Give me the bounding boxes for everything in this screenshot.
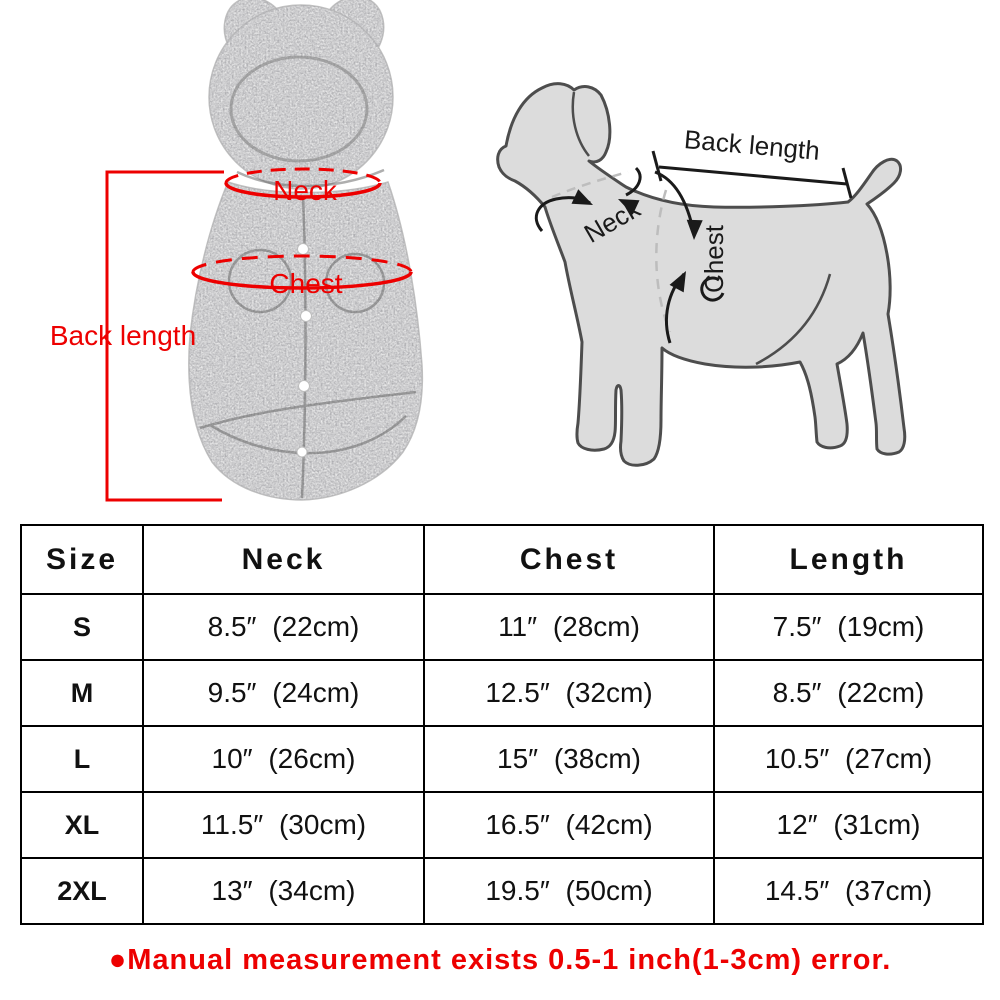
cell-neck: 11.5″ (30cm) bbox=[142, 791, 425, 859]
cell-neck: 8.5″ (22cm) bbox=[142, 593, 425, 661]
neck-ellipse-solid bbox=[224, 182, 382, 199]
neck-ellipse-dashed bbox=[224, 167, 382, 184]
cell-length: 7.5″ (19cm) bbox=[713, 593, 984, 661]
cell-neck: 10″ (26cm) bbox=[142, 725, 425, 793]
table-row-m: M 9.5″ (24cm) 12.5″ (32cm) 8.5″ (22cm) bbox=[20, 659, 984, 727]
size-table: Size Neck Chest Length S 8.5″ (22cm) 11″… bbox=[20, 524, 984, 925]
cell-size: XL bbox=[20, 791, 144, 859]
cell-chest: 15″ (38cm) bbox=[423, 725, 715, 793]
hood-opening bbox=[229, 55, 369, 163]
garment-neck-label: Neck bbox=[273, 175, 337, 206]
measure-tick-right bbox=[841, 167, 853, 199]
cell-size: S bbox=[20, 593, 144, 661]
header-size: Size bbox=[20, 524, 144, 595]
cell-size: M bbox=[20, 659, 144, 727]
dog-thigh-line bbox=[755, 273, 832, 366]
arrowheads bbox=[571, 189, 703, 293]
sizing-diagram-canvas bbox=[105, 0, 907, 502]
cell-length: 8.5″ (22cm) bbox=[713, 659, 984, 727]
measurement-diagrams: Neck Chest Back length Back length Neck … bbox=[49, 0, 907, 502]
chest-dashed-line bbox=[655, 189, 672, 333]
cell-size: L bbox=[20, 725, 144, 793]
table-row-s: S 8.5″ (22cm) 11″ (28cm) 7.5″ (19cm) bbox=[20, 593, 984, 661]
header-neck: Neck bbox=[142, 524, 425, 595]
table-header-row: Size Neck Chest Length bbox=[20, 524, 984, 595]
cell-neck: 9.5″ (24cm) bbox=[142, 659, 425, 727]
header-length: Length bbox=[713, 524, 984, 595]
cell-chest: 12.5″ (32cm) bbox=[423, 659, 715, 727]
circumference-dashed-lines bbox=[551, 170, 672, 333]
button-dots bbox=[296, 243, 312, 458]
measurement-error-note: ●Manual measurement exists 0.5-1 inch(1-… bbox=[108, 944, 892, 976]
cell-length: 14.5″ (37cm) bbox=[713, 857, 984, 925]
garment-photo bbox=[188, 0, 424, 501]
cell-chest: 16.5″ (42cm) bbox=[423, 791, 715, 859]
dog-measure-arrows bbox=[534, 150, 853, 344]
cell-length: 12″ (31cm) bbox=[713, 791, 984, 859]
garment-annotations bbox=[105, 167, 413, 502]
dog-outline-diagram bbox=[496, 82, 907, 467]
chest-ellipse-dashed bbox=[191, 254, 413, 273]
dog-chest-label: Chest bbox=[699, 225, 729, 293]
neck-dashed-line bbox=[551, 170, 629, 199]
cell-chest: 19.5″ (50cm) bbox=[423, 857, 715, 925]
table-row-2xl: 2XL 13″ (34cm) 19.5″ (50cm) 14.5″ (37cm) bbox=[20, 857, 984, 925]
cell-size: 2XL bbox=[20, 857, 144, 925]
header-chest: Chest bbox=[423, 524, 715, 595]
cell-neck: 13″ (34cm) bbox=[142, 857, 425, 925]
chest-arrow-loop bbox=[700, 276, 725, 302]
neck-arrow-hook bbox=[625, 166, 642, 197]
chest-ellipse-solid bbox=[191, 271, 413, 290]
garment-back-length-label: Back length bbox=[49, 320, 197, 351]
back-length-measure-line bbox=[658, 165, 848, 186]
cell-chest: 11″ (28cm) bbox=[423, 593, 715, 661]
back-length-bracket bbox=[105, 170, 224, 502]
measure-tick-left bbox=[651, 150, 663, 182]
dog-ear-line bbox=[571, 91, 590, 157]
table-row-l: L 10″ (26cm) 15″ (38cm) 10.5″ (27cm) bbox=[20, 725, 984, 793]
cell-length: 10.5″ (27cm) bbox=[713, 725, 984, 793]
table-row-xl: XL 11.5″ (30cm) 16.5″ (42cm) 12″ (31cm) bbox=[20, 791, 984, 859]
garment-chest-label: Chest bbox=[269, 268, 343, 299]
